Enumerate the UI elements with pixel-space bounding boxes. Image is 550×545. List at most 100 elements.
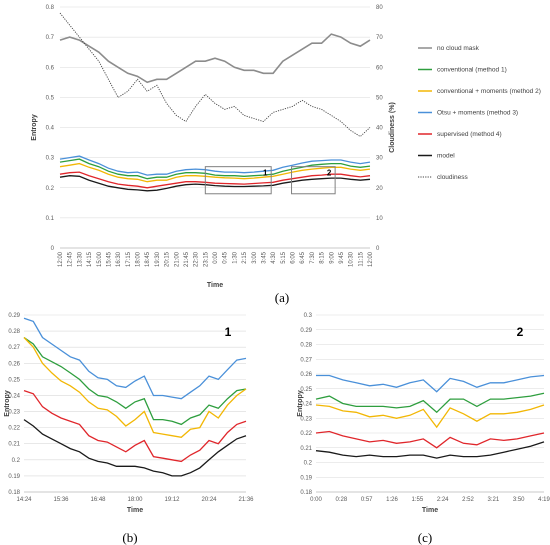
x-tick-label: 12:45 <box>68 251 74 267</box>
x-axis-title: Time <box>207 282 223 289</box>
x-tick-label: 17:15 <box>126 251 132 267</box>
y-tick-label: 0.2 <box>304 461 313 467</box>
y-tick-label: 0.6 <box>46 65 55 71</box>
x-tick-label: 0:45 <box>223 251 229 263</box>
x-tick-label: 21:45 <box>184 251 190 267</box>
series-line <box>59 12 371 138</box>
x-tick-label: 0:00 <box>213 251 219 263</box>
y2-tick-label: 70 <box>376 35 383 41</box>
x-tick-label: 23:15 <box>203 251 209 267</box>
y-tick-label: 0.25 <box>8 377 20 383</box>
panel-a-chart: 0 0.1 0.2 0.3 0.4 0.5 0.6 0.7 0.8 0 10 20 30 40 50 60 70… <box>31 5 396 289</box>
x-tick-label: 1:30 <box>232 251 238 263</box>
x-tick-label: 12:00 <box>368 251 374 267</box>
y2-tick-label: 80 <box>376 5 383 11</box>
y-tick-label: 0.26 <box>300 372 312 378</box>
y-tick-label: 0.24 <box>300 402 312 408</box>
series-line <box>23 389 247 463</box>
x-tick-label: 20:24 <box>201 497 217 503</box>
legend-entry: conventional (method 1) <box>437 67 507 74</box>
x-tick-label: 19:12 <box>164 497 180 503</box>
series-line <box>59 162 371 183</box>
y2-tick-label: 50 <box>376 95 383 101</box>
y-tick-label: 0.1 <box>46 216 55 222</box>
x-tick-label: 19:30 <box>155 251 161 267</box>
panel-number: 1 <box>225 325 232 339</box>
series-line <box>59 175 371 192</box>
series-line <box>23 317 247 400</box>
x-tick-label: 6:45 <box>300 251 306 263</box>
y-tick-label: 0.7 <box>46 35 55 41</box>
y-tick-label: 0.24 <box>8 393 20 399</box>
x-tick-label: 14:15 <box>87 251 93 267</box>
x-tick-label: 2:24 <box>437 497 449 503</box>
y-tick-label: 0.19 <box>8 474 20 480</box>
x-tick-label: 13:30 <box>77 251 83 267</box>
legend-entry: no cloud mask <box>437 45 480 52</box>
y-tick-label: 0.2 <box>12 458 21 464</box>
x-axis-title: Time <box>127 507 143 514</box>
legend-entry: model <box>437 153 455 160</box>
x-tick-label: 16:48 <box>90 497 106 503</box>
y-tick-label: 0.19 <box>300 475 312 481</box>
x-tick-label: 21:36 <box>238 497 254 503</box>
x-tick-label: 0:00 <box>310 497 322 503</box>
zoom-box-label: 2 <box>327 169 332 178</box>
x-tick-label: 12:00 <box>58 251 64 267</box>
x-tick-label: 15:36 <box>53 497 69 503</box>
y-tick-label: 0 <box>51 246 55 252</box>
x-tick-label: 18:45 <box>145 251 151 267</box>
x-tick-label: 9:00 <box>329 251 335 263</box>
x-tick-label: 21:00 <box>174 251 180 267</box>
x-tick-label: 8:15 <box>320 251 326 263</box>
series-line <box>315 441 545 459</box>
x-axis-title: Time <box>422 507 438 514</box>
series-line <box>316 374 545 393</box>
x-tick-label: 9:45 <box>339 251 345 263</box>
y-tick-label: 0.27 <box>300 357 312 363</box>
y2-tick-label: 40 <box>376 126 383 132</box>
panel-c-label: (c) <box>418 530 432 545</box>
y2-tick-label: 10 <box>376 216 383 222</box>
x-tick-label: 2:52 <box>462 497 474 503</box>
x-tick-label: 0:28 <box>335 497 347 503</box>
series-line <box>315 404 545 429</box>
legend-entry: Otsu + moments (method 3) <box>437 110 518 117</box>
y-tick-label: 0.21 <box>300 446 312 452</box>
y-tick-label: 0.23 <box>300 416 312 422</box>
series-line <box>23 419 247 477</box>
x-tick-label: 15:45 <box>106 251 112 267</box>
y2-tick-label: 60 <box>376 65 383 71</box>
y-tick-label: 0.26 <box>8 361 20 367</box>
x-tick-label: 3:45 <box>261 251 267 263</box>
x-tick-label: 16:30 <box>116 251 122 267</box>
x-tick-label: 18:00 <box>136 251 142 267</box>
y-tick-label: 0.22 <box>8 426 20 432</box>
legend-entry: supervised (method 4) <box>437 131 502 138</box>
y-tick-label: 0.4 <box>46 126 55 132</box>
y-tick-label: 0.29 <box>300 328 312 334</box>
y2-tick-label: 30 <box>376 156 383 162</box>
series-line <box>23 337 247 438</box>
zoom-box <box>204 166 272 195</box>
x-tick-label: 11:15 <box>358 251 364 266</box>
x-tick-label: 15:00 <box>97 251 103 267</box>
y-tick-label: 0.18 <box>300 490 312 496</box>
y-tick-label: 0.18 <box>8 490 20 496</box>
y-tick-label: 0.25 <box>300 387 312 393</box>
x-tick-label: 20:15 <box>165 251 171 267</box>
x-tick-label: 1:26 <box>386 497 398 503</box>
y-tick-label: 0.8 <box>46 5 55 11</box>
x-tick-label: 5:15 <box>281 251 287 263</box>
y-tick-label: 0.28 <box>300 343 312 349</box>
y-tick-label: 0.28 <box>8 329 20 335</box>
y-tick-label: 0.5 <box>46 95 55 101</box>
x-tick-label: 4:19 <box>538 497 550 503</box>
x-tick-label: 4:30 <box>271 251 277 263</box>
panel-c-chart: 0.18 0.19 0.2 0.21 0.22 0.23 0.24 0.25 0.26 0.27 0… <box>297 313 550 514</box>
x-tick-label: 3:00 <box>252 251 258 263</box>
x-tick-label: 3:21 <box>487 497 499 503</box>
legend-entry: conventional + moments (method 2) <box>437 88 541 95</box>
x-tick-label: 3:50 <box>513 497 525 503</box>
